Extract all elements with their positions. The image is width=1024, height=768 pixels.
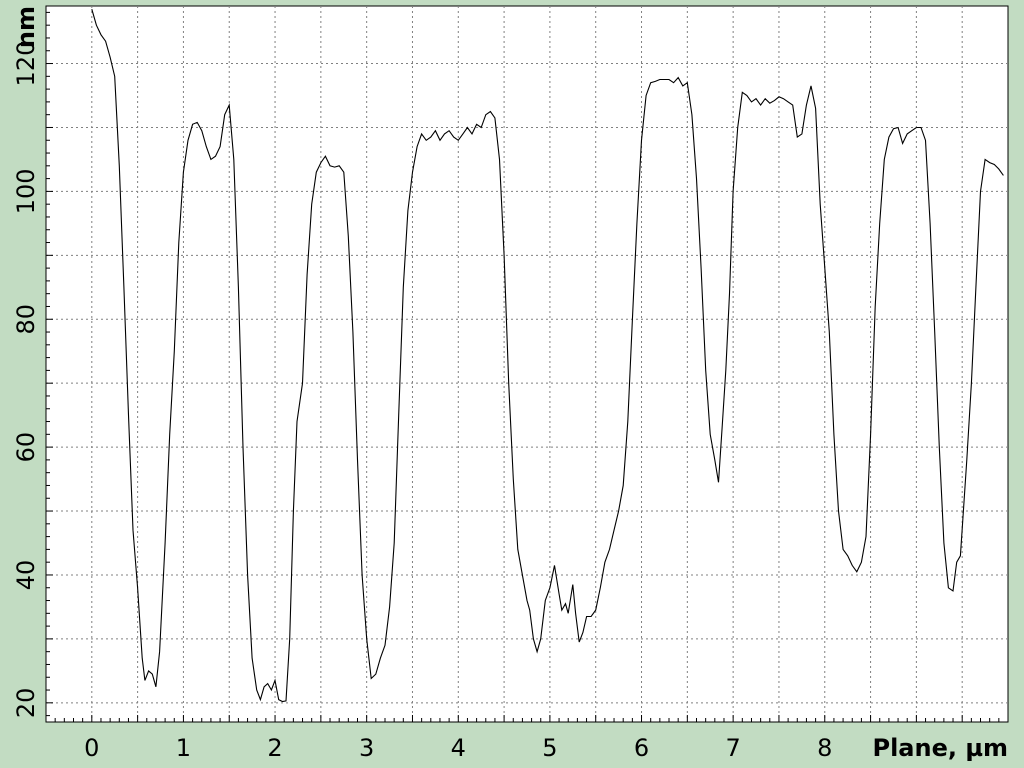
x-tick-label: 7	[726, 734, 741, 762]
x-tick-labels: 0 1 2 3 4 5 6 7 8	[84, 734, 832, 762]
x-tick-label: 3	[359, 734, 374, 762]
y-tick-label: 20	[12, 688, 40, 719]
y-tick-label: 120	[12, 41, 40, 87]
y-tick-label: 60	[12, 432, 40, 463]
x-axis-title: Plane, µm	[872, 734, 1008, 762]
x-tick-label: 4	[451, 734, 466, 762]
x-tick-label: 5	[542, 734, 557, 762]
series-line	[91, 9, 1004, 703]
y-tick-label: 100	[12, 168, 40, 214]
y-tick-labels: 20 40 60 80 100 120	[12, 41, 40, 718]
x-tick-label: 1	[176, 734, 191, 762]
x-tick-label: 0	[84, 734, 99, 762]
x-tick-label: 6	[634, 734, 649, 762]
y-tick-label: 40	[12, 560, 40, 591]
y-axis-title: nm	[12, 6, 40, 48]
minor-ticks	[45, 11, 1009, 722]
x-tick-label: 8	[817, 734, 832, 762]
x-tick-label: 2	[267, 734, 282, 762]
grid	[46, 6, 1008, 722]
y-tick-label: 80	[12, 304, 40, 335]
plot-area	[45, 5, 1009, 723]
